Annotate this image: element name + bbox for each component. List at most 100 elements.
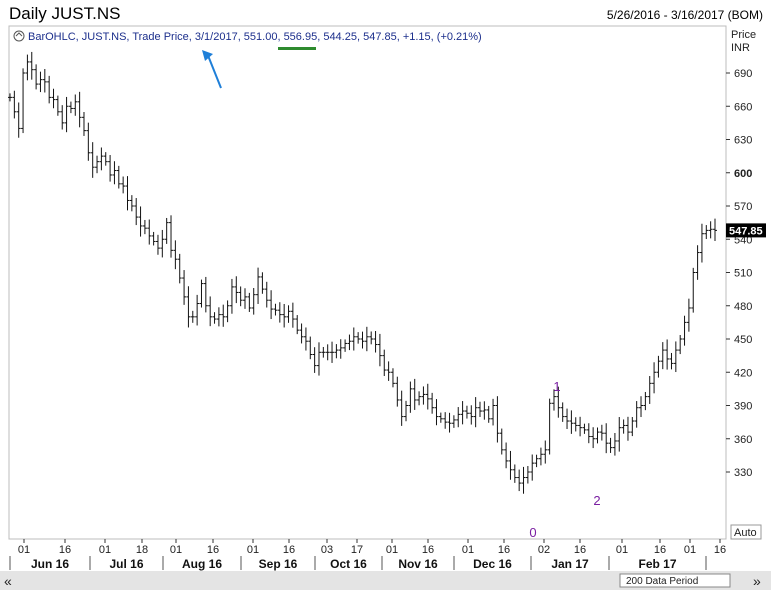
scroll-bar[interactable]: « » 200 Data Period (0, 571, 771, 590)
ohlc-bar (599, 424, 604, 441)
ohlc-bar (691, 267, 696, 313)
ohlc-bar (264, 281, 269, 308)
ohlc-bar (621, 419, 626, 434)
auto-button[interactable]: Auto (730, 524, 762, 540)
ohlc-bar (504, 442, 509, 469)
ohlc-bar (129, 195, 134, 212)
ohlc-bar (382, 349, 387, 377)
ohlc-bar (151, 231, 156, 246)
ohlc-bar (112, 161, 117, 185)
ohlc-bar (547, 398, 552, 455)
ohlc-bar (408, 381, 413, 413)
ohlc-bar (8, 93, 12, 102)
ohlc-bar (312, 347, 317, 373)
ohlc-bar (556, 386, 561, 418)
y-tick-label: 660 (734, 101, 752, 113)
ohlc-bar (617, 417, 622, 452)
scroll-left-icon[interactable]: « (4, 573, 12, 589)
date-range: 5/26/2016 - 3/16/2017 (BOM) (606, 8, 763, 22)
ohlc-bar (412, 378, 417, 410)
ohlc-bar (90, 142, 95, 178)
ohlc-bar (21, 68, 26, 134)
ohlc-bar (395, 376, 400, 407)
ohlc-bar (678, 335, 683, 355)
data-period-label: 200 Data Period (626, 576, 698, 587)
bar-chart-icon[interactable] (13, 30, 25, 42)
x-tick-label: 03 (321, 544, 333, 556)
ohlc-bar (647, 376, 652, 404)
y-tick-label: 450 (734, 334, 752, 346)
ohlc-bar (660, 342, 665, 370)
auto-button-label: Auto (734, 527, 757, 539)
ohlc-bar (421, 386, 426, 405)
ohlc-bar (321, 346, 326, 358)
last-price-marker: 547.85 (726, 223, 766, 238)
ohlc-bar (295, 315, 300, 335)
ohlc-bar (417, 391, 422, 406)
y-tick-label: 630 (734, 135, 752, 147)
y-tick-label: 390 (734, 401, 752, 413)
ohlc-bar (538, 447, 543, 466)
ohlc-bar (325, 344, 330, 361)
ohlc-bar (482, 401, 487, 420)
last-price-label: 547.85 (729, 225, 763, 237)
ohlc-bar (699, 223, 704, 263)
ohlc-bar (229, 278, 234, 314)
ohlc-bar (73, 94, 78, 116)
ohlc-bar (443, 412, 448, 429)
ohlc-bar (404, 400, 409, 422)
ohlc-bar (386, 361, 391, 381)
wave-label: 0 (529, 525, 536, 540)
ohlc-bar (182, 270, 187, 305)
scroll-right-icon[interactable]: » (753, 573, 761, 589)
ohlc-bar (347, 334, 352, 351)
ohlc-bar (578, 416, 583, 437)
ohlc-bar (256, 267, 261, 304)
y-tick-label: 420 (734, 367, 752, 379)
month-label: Dec 16 (473, 557, 512, 571)
ohlc-bar (425, 383, 430, 410)
ohlc-bar (34, 64, 39, 90)
ohlc-bar (473, 397, 478, 428)
ohlc-bar (543, 440, 548, 464)
ohlc-bar (334, 344, 339, 359)
scroll-thumb[interactable] (619, 573, 731, 588)
ohlc-bar (308, 336, 313, 360)
month-label: Aug 16 (182, 557, 222, 571)
ohlc-bar (225, 300, 230, 323)
ohlc-bar (469, 405, 474, 425)
x-tick-label: 01 (684, 544, 696, 556)
wave-label: 1 (553, 379, 560, 394)
y-tick-label: 330 (734, 467, 752, 479)
wave-labels: 0 1 2 (529, 379, 600, 540)
ohlc-bar (586, 423, 591, 444)
x-tick-label: 01 (616, 544, 628, 556)
month-label: Jul 16 (109, 557, 143, 571)
ohlc-bar (495, 396, 500, 443)
x-tick-label: 16 (283, 544, 295, 556)
ohlc-bar (273, 303, 278, 316)
plot-frame (8, 25, 727, 540)
ohlc-bar (134, 198, 139, 226)
ohlc-bar (208, 296, 213, 327)
ohlc-bar (51, 88, 56, 109)
ohlc-bar (508, 450, 513, 480)
x-tick-label: 02 (538, 544, 550, 556)
ohlc-bar (203, 276, 208, 313)
x-tick-label: 16 (654, 544, 666, 556)
ohlc-bar (12, 90, 17, 119)
ohlc-bar (125, 176, 130, 211)
ohlc-bar (190, 310, 195, 323)
ohlc-bar (243, 288, 247, 309)
x-tick-label: 01 (170, 544, 182, 556)
ohlc-bar (534, 454, 539, 468)
ohlc-bar (447, 412, 452, 433)
ohlc-bar (16, 102, 21, 138)
ohlc-bar (186, 286, 191, 328)
ohlc-bar (195, 294, 200, 326)
x-tick-label: 01 (99, 544, 111, 556)
ohlc-bar (64, 96, 69, 133)
x-tick-label: 16 (574, 544, 586, 556)
